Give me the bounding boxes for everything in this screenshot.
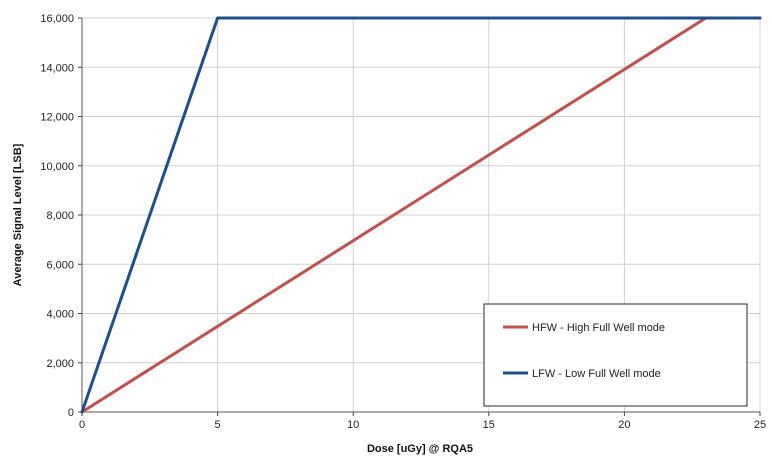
series-line-lfw <box>80 16 762 414</box>
x-tick-label: 10 <box>347 419 359 431</box>
series-lines <box>80 16 762 414</box>
y-tick-label: 12,000 <box>40 112 74 124</box>
x-tick-label: 25 <box>754 419 766 431</box>
legend-box <box>483 303 748 407</box>
y-tick-label: 0 <box>68 407 74 419</box>
x-tick-label: 20 <box>618 419 630 431</box>
x-axis-title: Dose [uGy] @ RQA5 <box>367 443 473 455</box>
y-tick-label: 10,000 <box>40 161 74 173</box>
y-axis-title: Average Signal Level [LSB] <box>12 143 24 286</box>
y-axis-ticks: 0 2,000 4,000 6,000 8,000 10,000 12,000 14,000 1… <box>40 13 82 419</box>
x-tick-label: 0 <box>79 419 85 431</box>
y-tick-label: 14,000 <box>40 62 74 74</box>
legend-label: LFW - Low Full Well mode <box>532 368 661 380</box>
x-tick-label: 5 <box>215 419 221 431</box>
legend-label: HFW - High Full Well mode <box>532 322 665 334</box>
legend: HFW - High Full Well mode LFW - Low Full … <box>483 303 748 407</box>
y-tick-label: 2,000 <box>46 358 74 370</box>
x-tick-label: 15 <box>483 419 495 431</box>
y-tick-label: 6,000 <box>46 259 74 271</box>
y-tick-label: 8,000 <box>46 210 74 222</box>
y-tick-label: 4,000 <box>46 309 74 321</box>
x-axis-ticks: 0 5 10 15 20 25 <box>79 412 766 431</box>
y-tick-label: 16,000 <box>40 13 74 25</box>
